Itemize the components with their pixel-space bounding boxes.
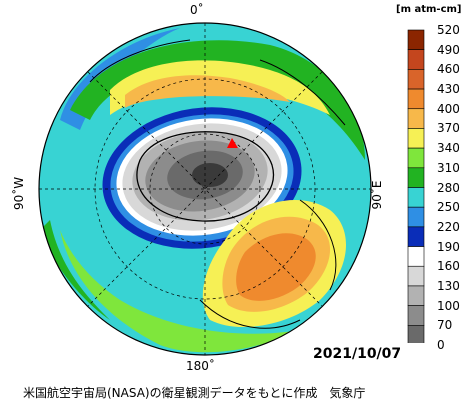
legend-tick-label: 400: [437, 101, 460, 116]
scale-swatch: [407, 147, 425, 169]
meridian-label-right: 90˚E: [370, 180, 384, 210]
legend-tick-label: 310: [437, 160, 460, 175]
scale-swatch: [407, 206, 425, 228]
meridian-label-bottom: 180˚: [186, 359, 215, 373]
scale-swatch: [407, 285, 425, 306]
legend-tick-label: 250: [437, 200, 460, 215]
scale-swatch: [407, 167, 425, 188]
ozone-field: [39, 23, 371, 355]
graticule: [39, 23, 371, 355]
scale-swatch: [407, 305, 425, 326]
scale-swatch: [407, 108, 425, 129]
scale-swatch: [407, 226, 425, 247]
legend-unit: [m atm-cm]: [396, 4, 462, 15]
legend-tick-label: 460: [437, 62, 460, 77]
scale-swatch: [407, 265, 425, 287]
meridian-label-top: 0˚: [190, 3, 204, 17]
color-scale-bar: [407, 29, 425, 343]
scale-swatch: [407, 69, 425, 90]
scale-swatch: [407, 128, 425, 149]
legend-tick-label: 520: [437, 23, 460, 37]
legend-tick-label: 100: [437, 298, 460, 313]
legend-tick-label: 370: [437, 121, 460, 136]
scale-swatch: [407, 187, 425, 208]
scale-swatch: [407, 88, 425, 110]
scale-swatch: [407, 325, 425, 343]
meridian-label-left: 90˚W: [12, 176, 26, 210]
station-marker: [227, 138, 238, 148]
legend-tick-label: 70: [437, 318, 453, 333]
legend-tick-label: 0: [437, 338, 445, 352]
scale-swatch: [407, 49, 425, 70]
scale-swatch: [407, 29, 425, 50]
legend-tick-label: 160: [437, 259, 460, 274]
legend-tick-label: 190: [437, 239, 460, 254]
credit-label: 米国航空宇宙局(NASA)の衛星観測データをもとに作成 気象庁: [23, 386, 366, 400]
legend-tick-label: 130: [437, 278, 460, 293]
scale-swatch: [407, 246, 425, 267]
legend-tick-label: 280: [437, 180, 460, 195]
date-label: 2021/10/07: [313, 346, 402, 362]
legend-tick-label: 490: [437, 42, 460, 57]
legend-tick-label: 220: [437, 219, 460, 234]
map-border: [38, 22, 372, 356]
legend-tick-label: 340: [437, 141, 460, 156]
legend-tick-label: 430: [437, 82, 460, 97]
